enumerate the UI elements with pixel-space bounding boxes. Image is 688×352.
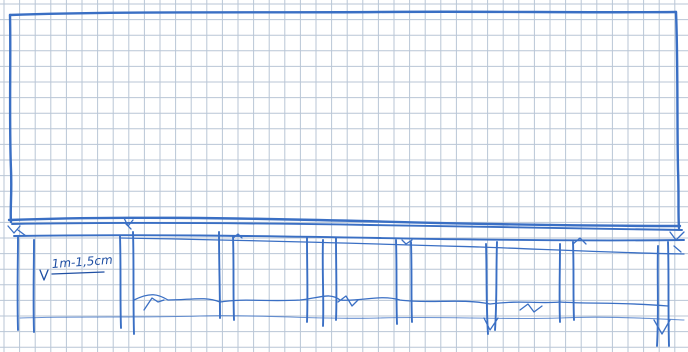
bottom-wave-2 bbox=[19, 315, 685, 321]
post-7b bbox=[572, 241, 575, 321]
dimension-label: 1m-1,5cm bbox=[51, 253, 113, 271]
dimension-arrow bbox=[39, 269, 49, 281]
bottom-wave-bump-1 bbox=[143, 297, 165, 311]
dimension-underline bbox=[51, 271, 105, 275]
post-right-b bbox=[667, 241, 670, 347]
post-6-foot bbox=[483, 317, 499, 331]
post-2b bbox=[132, 231, 135, 335]
post-3a bbox=[218, 231, 221, 319]
upper-box-left-edge bbox=[8, 13, 13, 224]
hand-drawn-sketch: 1m-1,5cm bbox=[7, 10, 685, 347]
post-7-hook bbox=[572, 237, 587, 245]
rail-left-corner-scribble bbox=[7, 225, 27, 237]
bottom-wave-bump-3 bbox=[519, 303, 543, 313]
post-6b bbox=[494, 241, 498, 331]
upper-box-right-edge bbox=[674, 10, 681, 230]
rail-mid-scribble bbox=[123, 217, 134, 230]
rail-bottom-line bbox=[119, 237, 685, 255]
post-right-foot bbox=[653, 319, 671, 335]
post-5-hook bbox=[401, 239, 413, 245]
post-5a bbox=[395, 239, 398, 325]
bottom-wave-bump-2 bbox=[337, 295, 359, 307]
post-5b bbox=[410, 241, 413, 323]
rail-top-line-double bbox=[11, 221, 683, 231]
post-4b bbox=[321, 239, 325, 327]
post-right-a bbox=[656, 245, 659, 347]
upper-box-top-edge bbox=[8, 10, 678, 17]
post-3-hook bbox=[232, 233, 243, 239]
rail-top-line bbox=[7, 216, 682, 228]
bottom-wave-1 bbox=[133, 294, 669, 307]
rail-right-corner-scribble bbox=[669, 231, 685, 253]
rail-lower-line bbox=[13, 234, 685, 242]
post-3b bbox=[232, 235, 235, 321]
post-2a bbox=[119, 235, 122, 329]
